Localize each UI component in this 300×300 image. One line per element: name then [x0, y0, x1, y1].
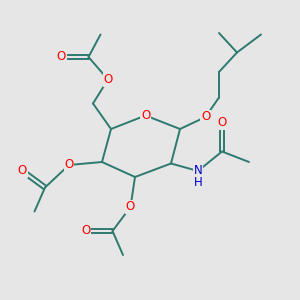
Text: O: O [103, 73, 112, 86]
Text: H: H [194, 176, 202, 189]
Text: O: O [141, 109, 150, 122]
Text: O: O [57, 50, 66, 64]
Text: O: O [218, 116, 226, 130]
Text: O: O [81, 224, 90, 238]
Text: O: O [64, 158, 74, 172]
Text: O: O [18, 164, 27, 178]
Text: O: O [201, 110, 210, 124]
Text: O: O [126, 200, 135, 214]
Text: N: N [194, 164, 202, 178]
